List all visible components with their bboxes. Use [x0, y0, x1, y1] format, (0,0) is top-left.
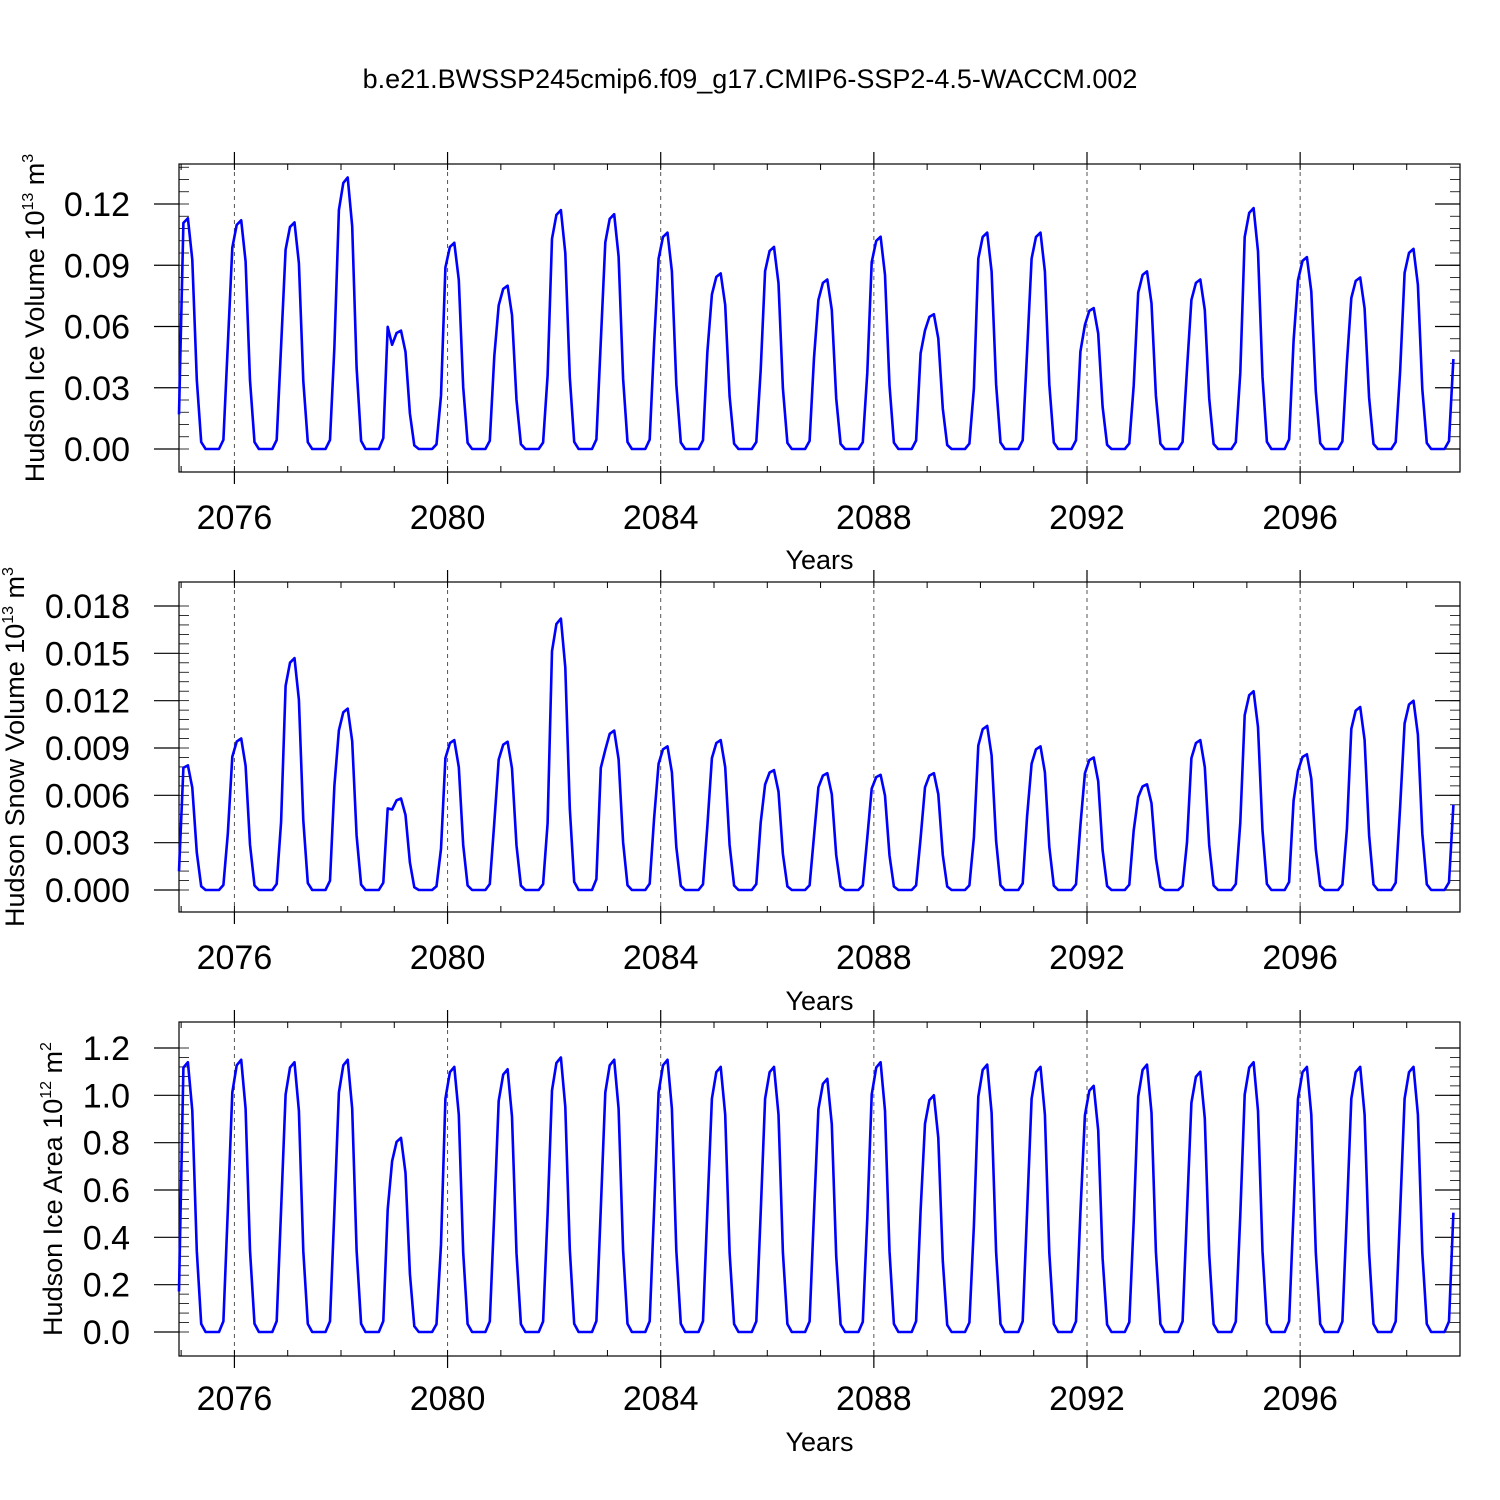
x-tick-label: 2096: [1262, 939, 1338, 977]
y-tick-label: 0.03: [64, 370, 130, 408]
x-tick-label: 2080: [410, 939, 486, 977]
y-tick-label: 0.003: [45, 825, 130, 863]
plot-frame: [178, 1021, 1461, 1357]
y-tick-label: 0.09: [64, 247, 130, 285]
y-tick-label: 0.06: [64, 309, 130, 347]
y-axis-title: Hudson Ice Area 1012 m2: [38, 1042, 68, 1336]
y-tick-label: 0.006: [45, 777, 130, 815]
y-axis-title: Hudson Snow Volume 1013 m3: [0, 567, 30, 927]
x-tick-label: 2084: [623, 499, 699, 537]
x-tick-label: 2096: [1262, 499, 1338, 537]
plot-frame: [178, 581, 1461, 913]
y-tick-label: 1.2: [83, 1030, 130, 1068]
y-axis-title: Hudson Ice Volume 1013 m3: [20, 154, 50, 482]
chart-panel-2: 2076 2080 2084 2088 2092 2096 0.000 0.003 0.006 0…: [0, 567, 1461, 1016]
x-tick-label: 2088: [836, 939, 912, 977]
y-tick-label: 0.4: [83, 1219, 130, 1257]
x-tick-label: 2092: [1049, 1380, 1125, 1418]
x-tick-label: 2088: [836, 1380, 912, 1418]
x-tick-label: 2092: [1049, 499, 1125, 537]
x-tick-label: 2096: [1262, 1380, 1338, 1418]
x-tick-label: 2076: [197, 1380, 273, 1418]
x-tick-label: 2084: [623, 1380, 699, 1418]
chart-panel-1: 2076 2080 2084 2088 2092 2096 0.00 0.03 0.06 0.09…: [20, 152, 1461, 575]
y-tick-label: 1.0: [83, 1077, 130, 1115]
y-tick-label: 0.0: [83, 1314, 130, 1352]
x-tick-label: 2080: [410, 1380, 486, 1418]
y-tick-label: 0.009: [45, 730, 130, 768]
y-tick-label: 0.018: [45, 588, 130, 626]
x-axis-title: Years: [785, 1427, 853, 1457]
y-tick-label: 0.6: [83, 1172, 130, 1210]
x-tick-label: 2088: [836, 499, 912, 537]
x-tick-label: 2076: [197, 939, 273, 977]
y-tick-label: 0.8: [83, 1125, 130, 1163]
series-line: [177, 617, 1455, 892]
series-line: [177, 176, 1455, 451]
y-tick-label: 0.12: [64, 186, 130, 224]
plot-frame: [178, 163, 1461, 473]
x-axis-title: Years: [785, 986, 853, 1016]
x-tick-label: 2076: [197, 499, 273, 537]
x-tick-label: 2084: [623, 939, 699, 977]
x-tick-label: 2080: [410, 499, 486, 537]
x-axis-title: Years: [785, 545, 853, 575]
chart-title: b.e21.BWSSP245cmip6.f09_g17.CMIP6-SSP2-4…: [362, 64, 1138, 94]
chart-panel-3: 2076 2080 2084 2088 2092 2096 0.0 0.2 0.4 0.6 0.8 1…: [38, 1010, 1461, 1457]
y-tick-label: 0.012: [45, 683, 130, 721]
y-tick-label: 0.000: [45, 872, 130, 910]
y-tick-label: 0.2: [83, 1267, 130, 1305]
y-tick-label: 0.00: [64, 431, 130, 469]
x-tick-label: 2092: [1049, 939, 1125, 977]
y-tick-label: 0.015: [45, 635, 130, 673]
series-line: [177, 1056, 1455, 1334]
